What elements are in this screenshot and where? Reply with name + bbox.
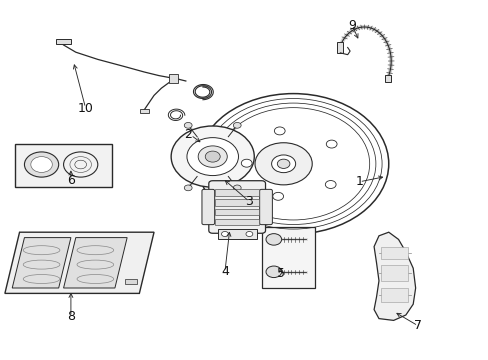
Circle shape xyxy=(255,143,312,185)
Bar xyxy=(215,219,259,225)
Bar xyxy=(385,75,390,82)
FancyBboxPatch shape xyxy=(259,189,272,225)
Bar xyxy=(337,42,343,53)
Polygon shape xyxy=(12,238,71,288)
Text: 9: 9 xyxy=(347,19,355,32)
Circle shape xyxy=(198,146,227,167)
Bar xyxy=(217,229,256,239)
Circle shape xyxy=(265,234,281,245)
FancyBboxPatch shape xyxy=(208,181,265,233)
Circle shape xyxy=(233,185,241,191)
Text: 2: 2 xyxy=(184,129,192,141)
Circle shape xyxy=(265,266,281,278)
Circle shape xyxy=(233,122,241,128)
Circle shape xyxy=(245,231,252,237)
Circle shape xyxy=(271,155,295,173)
Circle shape xyxy=(277,159,289,168)
Circle shape xyxy=(325,181,335,189)
Circle shape xyxy=(186,138,238,176)
Circle shape xyxy=(274,127,285,135)
Circle shape xyxy=(184,122,192,128)
Bar xyxy=(381,265,407,281)
Bar xyxy=(381,288,407,302)
Text: 5: 5 xyxy=(277,267,285,280)
Bar xyxy=(261,227,315,288)
Text: 7: 7 xyxy=(413,319,421,332)
Text: 10: 10 xyxy=(78,102,93,114)
Bar xyxy=(140,109,149,113)
Circle shape xyxy=(241,159,251,167)
Polygon shape xyxy=(373,232,415,320)
Bar xyxy=(124,279,137,284)
Bar xyxy=(56,39,71,44)
Text: 1: 1 xyxy=(355,175,363,188)
Bar xyxy=(168,74,178,83)
Circle shape xyxy=(325,140,336,148)
Bar xyxy=(381,247,407,259)
Circle shape xyxy=(221,231,228,237)
Circle shape xyxy=(184,185,192,191)
Circle shape xyxy=(24,152,59,177)
Bar xyxy=(215,199,259,206)
Polygon shape xyxy=(63,238,127,288)
Bar xyxy=(215,189,259,196)
Text: 8: 8 xyxy=(67,310,75,323)
Text: 3: 3 xyxy=(245,195,253,208)
Circle shape xyxy=(171,126,254,187)
Polygon shape xyxy=(5,232,154,293)
Text: 4: 4 xyxy=(221,265,228,278)
Circle shape xyxy=(272,192,283,200)
Circle shape xyxy=(198,94,388,234)
Circle shape xyxy=(205,151,220,162)
Bar xyxy=(215,209,259,215)
Text: 6: 6 xyxy=(67,174,75,186)
FancyBboxPatch shape xyxy=(202,189,214,225)
Circle shape xyxy=(31,157,52,172)
Bar xyxy=(15,144,112,187)
